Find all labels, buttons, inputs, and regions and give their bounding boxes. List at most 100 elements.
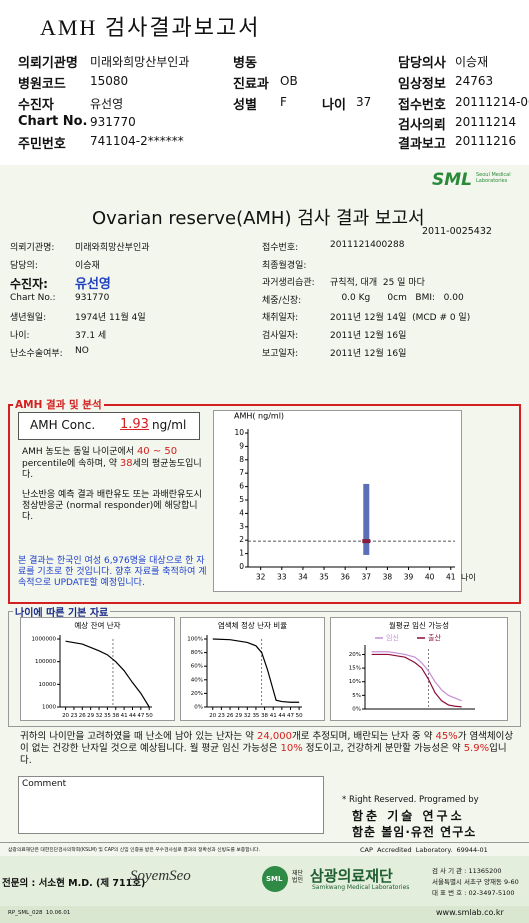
field-value: 유선영 [90,97,124,111]
y-tick-label: 15% [349,666,361,672]
info-value: 2011년 12월 16일 [330,331,407,341]
y-tick-label: 6 [239,482,244,491]
x-tick-label: 50 [146,713,153,719]
logo-subtitle: Seoul Medical Laboratories [476,172,511,184]
text-part: 45% [435,731,458,742]
text-part: 24,000 [256,731,292,742]
y-tick-label: 5 [239,495,244,504]
report-title: Ovarian reserve(AMH) 검사 결과 보고서 [92,208,425,229]
field-label: 병동 [233,56,257,71]
x-tick-label: 35 [104,713,111,719]
info-label: 최종월경일: [262,260,307,271]
series-line [65,640,150,708]
doctor: 전문의 : 서소현 M.D. (제 711호) [2,878,146,889]
y-tick-label: 9 [239,441,244,450]
conc-label: AMH Conc. [30,418,96,432]
result-text: AMH 농도는 동일 나이군에서 40 ~ 50 percentile에 속하며… [22,446,210,481]
text-part: 세의 평균농도입니다. [22,459,202,480]
field-value: OB [280,74,298,88]
y-axis-label: AMH( ng/ml) [234,412,284,421]
series-line [371,653,462,708]
text-part: 5.9% [463,743,490,754]
field-label: 의뢰기관명 [18,56,78,71]
info-label: 담당의: [10,260,38,271]
info-label: 과거생리습관: [262,278,315,289]
x-tick-label: 20 [62,713,69,719]
y-tick-label: 4 [239,508,244,517]
field-label: 검사의뢰 [398,118,446,133]
chart-title: 염색체 정상 난자 비율 [218,620,287,630]
x-tick-label: 32 [96,713,103,719]
field-label: 성별 [233,98,257,113]
chart-title: 월평균 임신 가능성 [389,620,449,630]
x-tick-label: 36 [340,573,350,582]
x-tick-label: 41 [121,713,128,719]
phone: 대 표 번 호 : 02-3497-5100 [432,889,515,897]
field-label: 접수번호 [398,98,446,113]
text-part: percentile에 속하며, 약 [22,447,180,469]
address: 서울특별시 서초구 양재동 9-60 [432,878,519,886]
cert-text: 삼광의료재단은 대한진단검사의학회(KSLM) 및 CAP의 신임 인증을 받은… [8,848,260,853]
x-tick-label: 47 [137,713,144,719]
y-tick-label: 0% [194,705,203,711]
field-value: 20111214-0028 [455,95,529,109]
field-label: 진료과 [233,77,269,92]
x-tick-label: 26 [79,713,86,719]
x-tick-label: 32 [256,573,266,582]
y-tick-label: 10000 [39,682,57,688]
chart-frame [330,617,508,721]
x-tick-label: 38 [383,573,393,582]
section-label: AMH 결과 및 분석 [13,397,104,412]
info-value: 931770 [75,292,110,303]
y-tick-label: 0 [239,562,244,571]
x-tick-label: 41 [270,713,277,719]
x-tick-label: 41 [446,573,456,582]
info-label: 보고일자: [262,348,299,359]
result-frame [8,404,521,604]
info-value: 2011년 12월 14일 (MCD # 0 일) [330,313,471,324]
report-number: 2011-0025432 [422,226,492,237]
field-value: 20111216 [455,134,517,148]
x-tick-label: 38 [261,713,268,719]
info-label: 접수번호: [262,243,299,253]
range-bar [363,483,370,555]
x-tick-label: 20 [209,713,216,719]
comment-label: Comment [22,779,67,789]
info-value: 2011121400288 [330,240,405,250]
field-value: 15080 [90,74,129,88]
y-tick-label: 7 [239,468,244,477]
y-tick-label: 20% [191,691,203,697]
x-tick-label: 33 [277,573,287,582]
series-line [212,638,300,703]
info-value: 미래와희망산부인과 [75,243,150,253]
info-value: 37.1 세 [75,331,107,341]
x-tick-label: 39 [404,573,414,582]
y-tick-label: 20% [349,652,361,658]
form-code: RP_SML_028 10.06.01 [8,910,71,916]
comment-box [18,776,324,834]
x-tick-label: 23 [70,713,77,719]
result-note: 본 결과는 한국인 여성 6,976명을 대상으로 한 자료를 기초로 한 것입… [18,556,207,588]
field-value: F [280,95,287,109]
field-value: 931770 [90,115,136,129]
text-part: 10% [280,743,303,754]
credit-note: * Right Reserved. Programed by [342,795,479,805]
field-label: 나이 [322,98,346,113]
x-tick-label: 38 [112,713,119,719]
report-heading: AMH 검사결과보고서 [40,15,261,40]
text-part: 귀하의 나이만을 고려하였을 때 난소에 남아 있는 난자는 약 [20,731,257,742]
info-label: 나이: [10,331,30,341]
field-label: 주민번호 [18,137,66,152]
y-tick-label: 2 [239,535,244,544]
x-tick-label: 44 [278,713,285,719]
text-part: 정도이고, 건강하게 분만할 가능성은 약 [302,743,464,754]
x-tick-label: 50 [296,713,303,719]
signature: SoyemSeo [130,868,191,884]
divider [0,842,529,843]
text-part: AMH 농도는 동일 나이군에서 [22,447,137,457]
info-label: 생년월일: [10,313,47,324]
text-part: 입니다. [20,743,507,766]
field-value: 741104-2****** [90,134,184,148]
x-tick-label: 29 [87,713,94,719]
